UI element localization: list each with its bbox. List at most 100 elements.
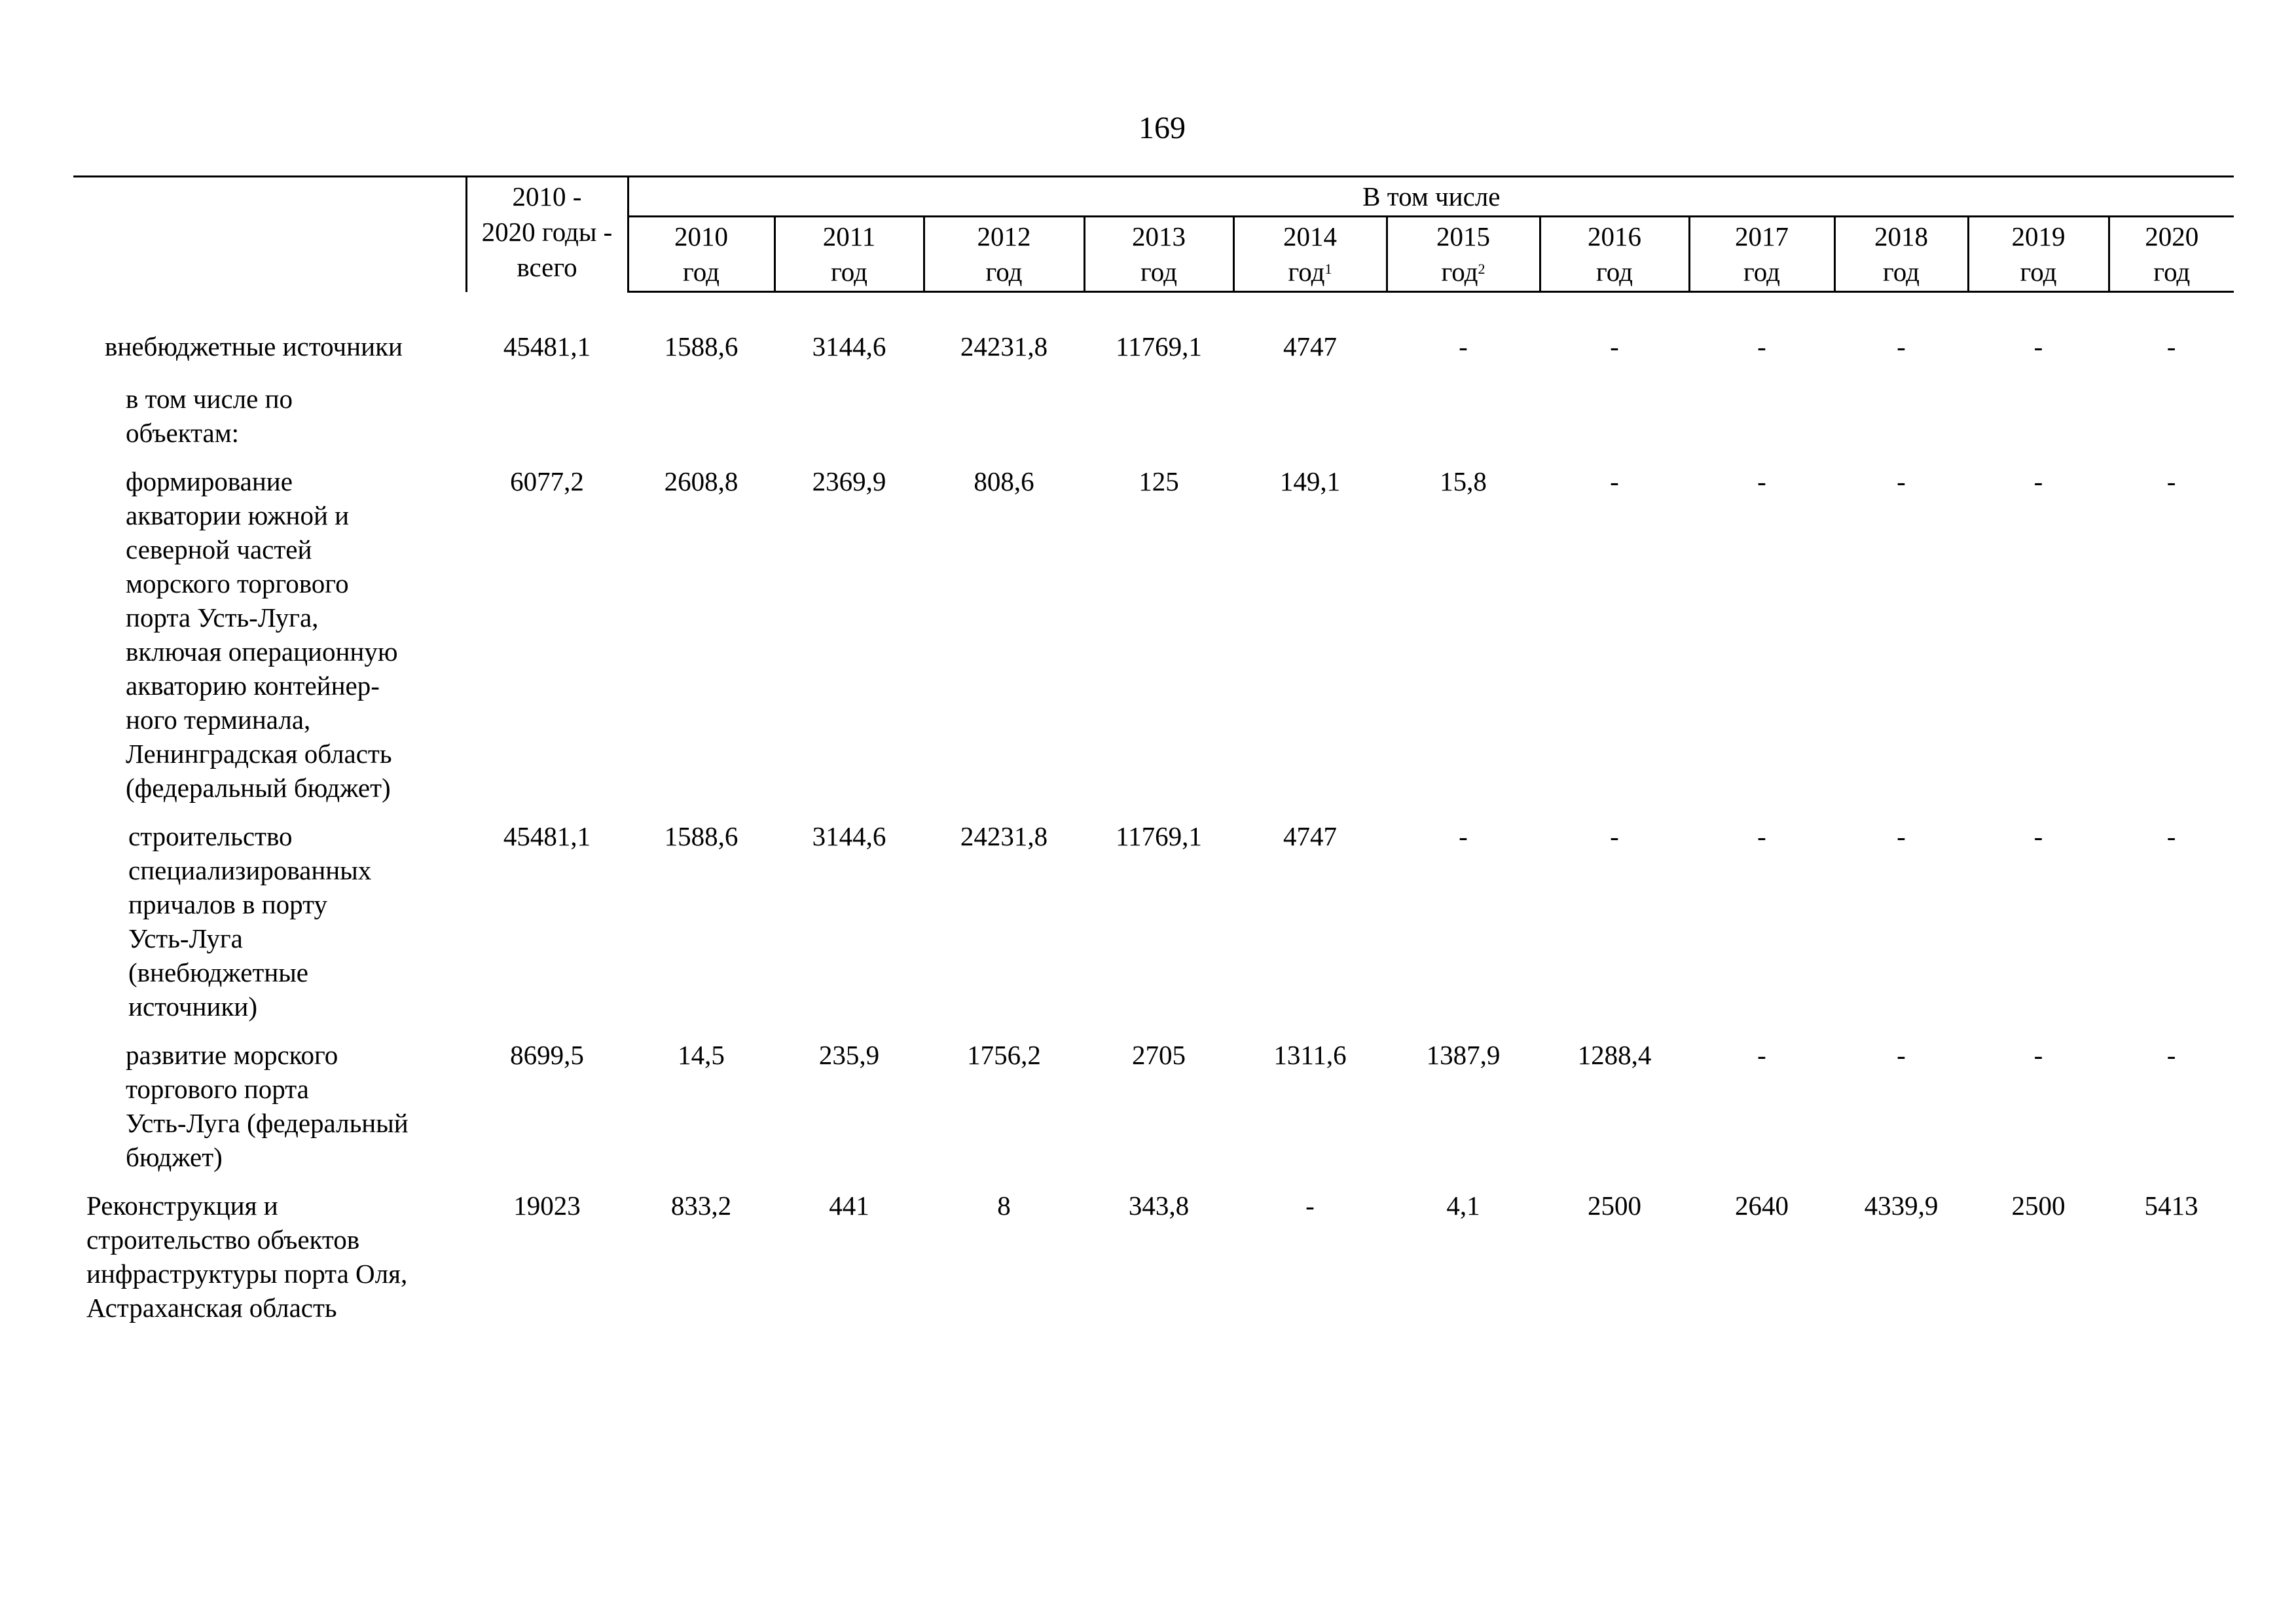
row-value-2014: 1311,6 — [1273, 1040, 1347, 1070]
header-year-unit: год — [1140, 257, 1177, 287]
row-value-2013: 343,8 — [1128, 1190, 1190, 1221]
row-value-2017 — [1689, 378, 1834, 464]
row-value-2013: 11769,1 — [1116, 331, 1202, 361]
row-value-2016 — [1540, 378, 1689, 464]
row-label: Реконструкция и строительство объектов инф… — [73, 1189, 466, 1339]
row-value-2015: - — [1459, 331, 1468, 361]
row-label-line: бюджет) — [126, 1142, 223, 1172]
row-value-2016: - — [1610, 331, 1619, 361]
row-label-line: причалов в порту — [128, 889, 328, 919]
row-value-2012: 1756,2 — [967, 1040, 1041, 1070]
header-year-2016: 2016 год — [1539, 216, 1689, 293]
row-value-2015: - — [1459, 821, 1468, 851]
header-year-label: 2014 — [1283, 221, 1337, 251]
table-row: внебюджетные источники 45481,1 1588,6 3144,… — [73, 329, 2234, 378]
row-value-2014: - — [1305, 1190, 1315, 1221]
header-total-bottom: всего — [517, 252, 577, 282]
row-value-2019: 2500 — [2011, 1190, 2066, 1221]
row-value-2018: - — [1897, 821, 1906, 851]
row-label-line: (федеральный бюджет) — [126, 773, 391, 803]
header-year-label: 2018 — [1874, 221, 1928, 251]
header-group: В том числе — [627, 175, 2234, 217]
row-value-2018: 4339,9 — [1864, 1190, 1939, 1221]
header-year-2015: 2015 год2 — [1385, 216, 1540, 293]
table-row: развитие морского торгового порта Усть-Луг… — [73, 1038, 2234, 1189]
header-year-2011: 2011 год — [773, 216, 924, 293]
row-value-2010 — [628, 378, 774, 464]
row-label: развитие морского торгового порта Усть-Луг… — [73, 1038, 466, 1189]
header-year-label: 2019 — [2011, 221, 2066, 251]
row-value-2016: 1288,4 — [1577, 1040, 1652, 1070]
row-total: 6077,2 — [510, 466, 584, 496]
row-label-line: Астраханская область — [86, 1293, 337, 1323]
row-label-line: (внебюджетные — [128, 957, 309, 987]
row-value-2019: - — [2033, 821, 2043, 851]
row-label-line: Реконструкция и — [86, 1190, 278, 1221]
row-value-2017: - — [1757, 331, 1766, 361]
row-total: 45481,1 — [503, 331, 591, 361]
row-total: 8699,5 — [510, 1040, 584, 1070]
row-value-2011: 3144,6 — [812, 331, 886, 361]
row-value-2012: 8 — [997, 1190, 1011, 1221]
header-year-2010: 2010 год — [627, 216, 774, 293]
row-value-2011 — [774, 378, 924, 464]
header-year-unit: год — [2153, 257, 2191, 287]
table-row: в том числе по объектам: — [73, 378, 2234, 464]
row-label-line: строительство — [128, 821, 293, 851]
row-value-2010: 833,2 — [670, 1190, 732, 1221]
row-label-line: формирование — [126, 466, 293, 496]
row-value-2014 — [1233, 378, 1387, 464]
row-value-2016: - — [1610, 821, 1619, 851]
row-label: строительство специализированных причалов … — [73, 819, 466, 1038]
header-year-unit: год2 — [1441, 257, 1485, 287]
header-year-2018: 2018 год — [1833, 216, 1968, 293]
row-value-2013: 2705 — [1132, 1040, 1186, 1070]
row-value-2012: 808,6 — [974, 466, 1034, 496]
header-year-label: 2012 — [977, 221, 1031, 251]
row-label-line: Усть-Луга — [128, 923, 243, 953]
row-value-2018: - — [1897, 466, 1906, 496]
row-value-2013: 125 — [1139, 466, 1179, 496]
row-value-2011: 2369,9 — [812, 466, 886, 496]
row-value-2012: 24231,8 — [960, 821, 1048, 851]
header-total-mid: 2020 годы - — [481, 217, 613, 247]
row-value-2010: 2608,8 — [664, 466, 738, 496]
row-value-2013: 11769,1 — [1116, 821, 1202, 851]
header-total: 2010 - 2020 годы - всего — [465, 175, 628, 292]
row-value-2018 — [1834, 378, 1968, 464]
row-value-2020: - — [2166, 821, 2176, 851]
footnote-mark: 2 — [1478, 261, 1485, 277]
row-label-line: развитие морского — [126, 1040, 338, 1070]
row-label-line: включая операционную — [126, 637, 398, 667]
row-value-2011: 441 — [829, 1190, 869, 1221]
row-value-2018: - — [1897, 331, 1906, 361]
header-year-unit: год — [683, 257, 720, 287]
row-total: 19023 — [513, 1190, 581, 1221]
row-value-2019: - — [2033, 331, 2043, 361]
row-value-2019 — [1968, 378, 2109, 464]
row-value-2010: 14,5 — [678, 1040, 725, 1070]
row-label-line: торгового порта — [126, 1074, 309, 1104]
row-value-2017: - — [1757, 466, 1766, 496]
header-year-label: 2013 — [1132, 221, 1186, 251]
header-year-unit: год — [2020, 257, 2057, 287]
row-value-2010: 1588,6 — [664, 821, 738, 851]
row-value-2020: - — [2166, 1040, 2176, 1070]
spacer-cell — [73, 292, 2234, 330]
row-label-line: северной частей — [126, 534, 312, 564]
row-value-2020: - — [2166, 331, 2176, 361]
row-value-2020: 5413 — [2144, 1190, 2198, 1221]
row-value-2014: 4747 — [1283, 821, 1337, 851]
header-year-label: 2010 — [674, 221, 728, 251]
row-value-2015: 15,8 — [1440, 466, 1487, 496]
row-label-line: источники) — [128, 991, 257, 1022]
header-year-2013: 2013 год — [1083, 216, 1233, 293]
row-label-line: ного терминала, — [126, 705, 311, 735]
header-year-unit: год — [831, 257, 867, 287]
row-value-2015 — [1387, 378, 1540, 464]
row-total — [466, 378, 628, 464]
row-label-line: Ленинградская область — [126, 739, 392, 769]
row-value-2018: - — [1897, 1040, 1906, 1070]
row-value-2016: - — [1610, 466, 1619, 496]
footnote-mark: 1 — [1324, 261, 1332, 277]
